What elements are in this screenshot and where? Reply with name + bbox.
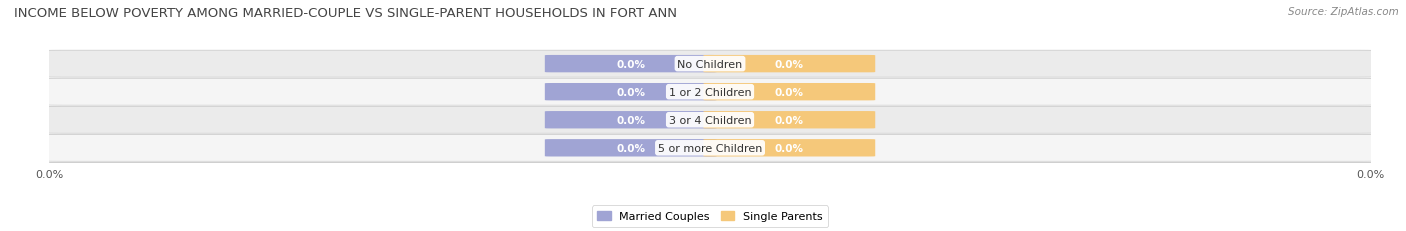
FancyBboxPatch shape bbox=[703, 84, 875, 101]
Text: 0.0%: 0.0% bbox=[775, 143, 804, 153]
FancyBboxPatch shape bbox=[546, 56, 717, 73]
Text: 0.0%: 0.0% bbox=[616, 143, 645, 153]
FancyBboxPatch shape bbox=[37, 79, 1384, 106]
Text: 0.0%: 0.0% bbox=[775, 87, 804, 97]
FancyBboxPatch shape bbox=[703, 112, 875, 129]
Legend: Married Couples, Single Parents: Married Couples, Single Parents bbox=[592, 205, 828, 227]
Text: 1 or 2 Children: 1 or 2 Children bbox=[669, 87, 751, 97]
FancyBboxPatch shape bbox=[37, 135, 1384, 161]
Text: No Children: No Children bbox=[678, 59, 742, 69]
Text: 0.0%: 0.0% bbox=[616, 87, 645, 97]
FancyBboxPatch shape bbox=[703, 56, 875, 73]
Text: 0.0%: 0.0% bbox=[616, 115, 645, 125]
Text: 5 or more Children: 5 or more Children bbox=[658, 143, 762, 153]
FancyBboxPatch shape bbox=[703, 140, 875, 157]
Text: 0.0%: 0.0% bbox=[775, 115, 804, 125]
Text: 0.0%: 0.0% bbox=[775, 59, 804, 69]
FancyBboxPatch shape bbox=[546, 112, 717, 129]
FancyBboxPatch shape bbox=[546, 140, 717, 157]
Text: 0.0%: 0.0% bbox=[616, 59, 645, 69]
FancyBboxPatch shape bbox=[37, 107, 1384, 134]
Text: 3 or 4 Children: 3 or 4 Children bbox=[669, 115, 751, 125]
FancyBboxPatch shape bbox=[37, 51, 1384, 78]
FancyBboxPatch shape bbox=[546, 84, 717, 101]
Text: INCOME BELOW POVERTY AMONG MARRIED-COUPLE VS SINGLE-PARENT HOUSEHOLDS IN FORT AN: INCOME BELOW POVERTY AMONG MARRIED-COUPL… bbox=[14, 7, 678, 20]
Text: Source: ZipAtlas.com: Source: ZipAtlas.com bbox=[1288, 7, 1399, 17]
